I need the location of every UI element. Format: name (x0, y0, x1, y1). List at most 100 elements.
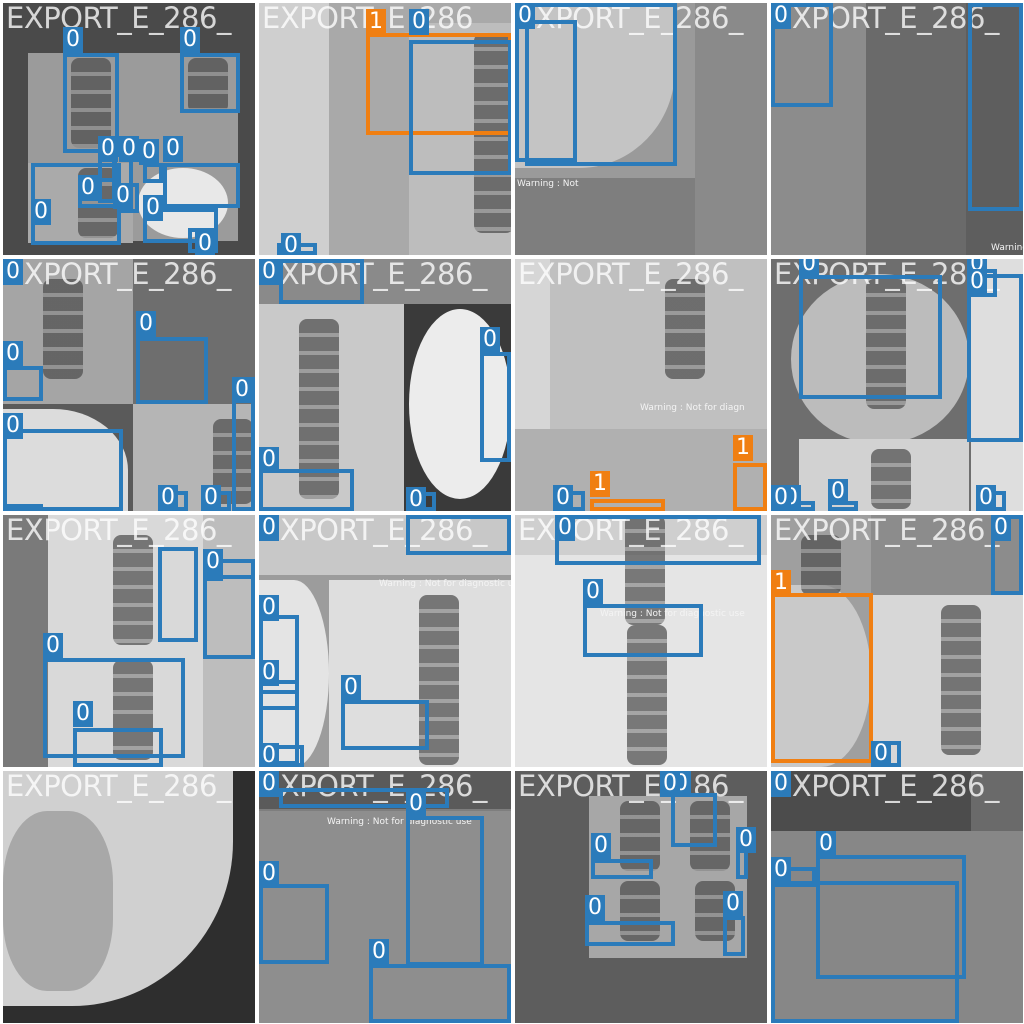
class-label-tag: 0 (259, 447, 279, 473)
class-label-tag: 0 (406, 487, 426, 511)
bounding-box (671, 793, 717, 847)
class-label-tag: 0 (555, 515, 575, 541)
bounding-box (799, 275, 942, 399)
mosaic-tile: EXPORT_E_286_ 0 0 0 0 0 0 0 0 0 0 0 (3, 3, 255, 255)
class-label-tag: 0 (259, 771, 279, 797)
bounding-box (733, 463, 767, 511)
mosaic-tile: EXPORT_E_286_Warning : Not00 (515, 3, 767, 255)
class-label-tag: 0 (967, 269, 987, 295)
warning-text: Warning : (991, 243, 1023, 253)
xray-region (771, 585, 871, 767)
xray-region (866, 3, 966, 255)
xray-region (971, 259, 1023, 511)
class-label-tag: 0 (480, 327, 500, 353)
class-label-tag: 0 (195, 231, 215, 255)
class-label-tag: 0 (259, 515, 279, 541)
class-label-tag: 0 (583, 579, 603, 605)
warning-text: Warning : Not for diagn (640, 403, 745, 413)
bounding-box (143, 163, 163, 183)
bounding-box (771, 593, 873, 763)
class-label-tag: 0 (259, 743, 279, 767)
class-label-tag: 1 (733, 435, 753, 461)
bounding-box (555, 515, 761, 565)
mosaic-tile: EXPORT_E_286_ 0 0 0 (771, 771, 1023, 1023)
class-label-tag: 0 (771, 485, 791, 511)
xray-region (259, 811, 511, 1023)
class-label-tag: 1 (590, 471, 610, 497)
spine-shape (113, 535, 153, 645)
spine-shape (620, 881, 660, 941)
class-label-tag: 0 (180, 27, 200, 53)
class-label-tag: 0 (369, 939, 389, 965)
class-label-tag: 0 (113, 183, 133, 209)
bounding-box (259, 884, 329, 964)
mosaic-tile: EXPORT_E_286_ 0 0 0 0 0 0 0 (3, 259, 255, 511)
bounding-box (279, 788, 449, 808)
bounding-box (406, 816, 484, 966)
mosaic-tile: EXPORT_E_286_ Warning : Not for diagnosti… (259, 771, 511, 1023)
xray-region (259, 515, 511, 575)
bounding-box (259, 690, 299, 710)
class-label-tag: 0 (3, 413, 23, 439)
class-label-tag: 0 (281, 233, 301, 255)
xray-region (3, 811, 113, 991)
bounding-box (967, 274, 1023, 442)
bounding-box (525, 3, 677, 166)
bounding-box (369, 964, 511, 1023)
bounding-box (583, 604, 703, 657)
xray-region (771, 831, 1023, 1023)
bounding-box (43, 658, 185, 758)
spine-shape (665, 279, 705, 379)
bounding-box (136, 337, 208, 404)
class-label-tag: 0 (98, 136, 118, 162)
bounding-box (585, 921, 675, 946)
class-label-tag: 0 (158, 485, 178, 511)
class-label-tag: 0 (660, 771, 680, 797)
spine-shape (690, 801, 730, 871)
bounding-box (723, 916, 745, 956)
bounding-box (158, 547, 198, 642)
class-label-tag: 0 (799, 259, 819, 277)
xray-region (771, 3, 866, 255)
bounding-box (63, 53, 119, 153)
tile-title: EXPORT_E_286_ (518, 259, 743, 291)
class-label-tag: 0 (259, 861, 279, 887)
class-label-tag: 0 (406, 791, 426, 817)
bounding-box (73, 728, 163, 767)
class-label-tag: 0 (3, 259, 23, 285)
class-label-tag: 0 (341, 675, 361, 701)
class-label-tag: 1 (771, 570, 791, 596)
mosaic-tile: EXPORT_E_286_ 0 0 0 0 0 0 0 (771, 259, 1023, 511)
xray-region (771, 771, 971, 831)
xray-region (515, 178, 695, 255)
class-label-tag: 0 (63, 27, 83, 53)
class-label-tag: 0 (201, 485, 221, 511)
bounding-box (3, 504, 43, 511)
class-label-tag: 0 (259, 259, 279, 285)
warning-text: Warning : Not for diagnostic use (379, 579, 511, 589)
bounding-box (590, 499, 665, 511)
spine-shape (627, 625, 667, 765)
spine-shape (43, 279, 83, 379)
mosaic-tile: EXPORT_E_286_ 1 0 0 (771, 515, 1023, 767)
class-label-tag: 0 (585, 895, 605, 921)
tile-title: EXPORT_E_286_ (774, 771, 999, 803)
class-label-tag: 0 (553, 485, 573, 511)
mosaic-tile: EXPORT_E_286_ Warning : Not for diagn 1 1 0 (515, 259, 767, 511)
tile-title: EXPORT_E_286_ (774, 3, 999, 35)
class-label-tag: 0 (232, 377, 252, 403)
mosaic-tile: EXPORT_E_286_ Warning : Not for diagnosti… (259, 515, 511, 767)
class-label-tag: 0 (409, 9, 429, 35)
mosaic-tile: EXPORT_E_286_ (3, 771, 255, 1023)
warning-text: Warning : Not for diagnostic use (600, 609, 745, 619)
class-label-tag: 0 (259, 660, 279, 686)
class-label-tag: 1 (366, 9, 386, 35)
bounding-box (968, 3, 1023, 211)
spine-shape (866, 279, 906, 409)
class-label-tag: 0 (816, 831, 836, 857)
mosaic-tile: EXPORT_E_286_ Warning : Not for diagnosti… (515, 515, 767, 767)
class-label-tag: 0 (976, 485, 996, 511)
class-label-tag: 0 (515, 3, 535, 29)
